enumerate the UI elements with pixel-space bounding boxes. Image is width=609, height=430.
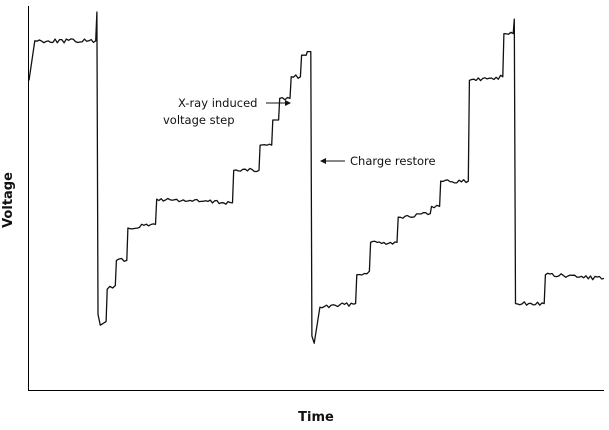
annotation-charge-restore: Charge restore — [320, 154, 436, 168]
annotation-xray-step-line-2: voltage step — [163, 113, 235, 127]
annotation-xray-step-arrowhead — [285, 100, 291, 106]
annotation-xray-step: X-ray induced voltage step — [163, 96, 291, 127]
plot-area — [28, 6, 605, 391]
voltage-trace — [28, 11, 605, 344]
annotation-xray-step-line-1: X-ray induced — [178, 96, 257, 110]
x-axis-title: Time — [298, 410, 334, 425]
annotation-charge-restore-label: Charge restore — [350, 154, 436, 168]
annotation-charge-restore-arrowhead — [320, 158, 326, 164]
y-axis-title: Voltage — [1, 172, 16, 228]
